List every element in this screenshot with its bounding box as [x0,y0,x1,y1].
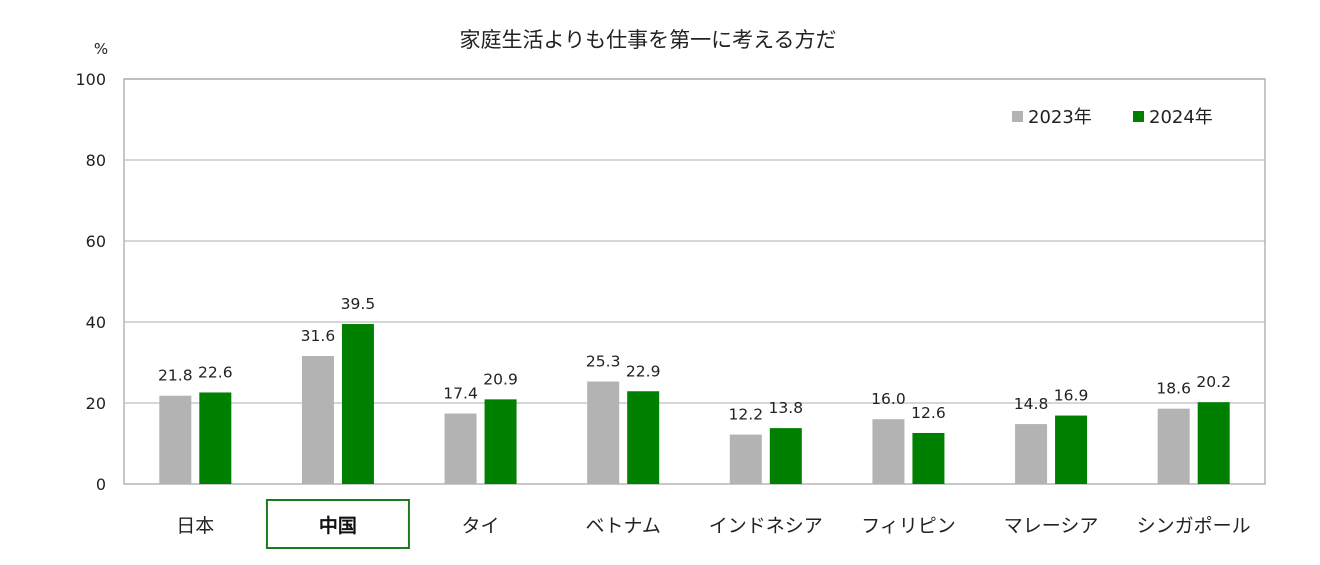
y-axis-ticks: 0 20 40 60 80 100 [75,70,106,494]
bar-2023-1 [301,356,334,484]
data-label: 14.8 [1014,395,1049,413]
data-label: 18.6 [1156,380,1191,398]
y-tick-label: 0 [96,475,106,494]
bar-2023-2 [444,413,477,484]
data-label: 31.6 [301,327,336,345]
data-label: 25.3 [586,353,621,371]
data-label: 21.8 [158,367,193,385]
data-label: 39.5 [341,295,376,313]
bars [159,324,1230,484]
bar-2024-4 [769,428,802,484]
data-label: 16.9 [1054,387,1089,405]
y-tick-label: 20 [86,394,106,413]
bar-2024-1 [341,324,374,484]
legend: 2023年 2024年 [1012,107,1213,128]
category-label: フィリピン [861,515,956,537]
category-label: 日本 [176,515,214,537]
data-label: 20.2 [1196,373,1231,391]
bar-2024-7 [1197,402,1230,484]
legend-label: 2024年 [1149,107,1213,128]
data-label: 20.9 [483,370,518,388]
data-label: 12.6 [911,404,946,422]
gridlines [123,78,1266,485]
plot-frame [123,78,1266,485]
category-label: 中国 [319,514,357,537]
bar-2023-5 [872,419,905,484]
data-label: 22.9 [626,362,661,380]
category-label: インドネシア [709,515,823,537]
x-axis-categories: 日本 中国 タイ ベトナム インドネシア フィリピン マレーシア シンガポール [176,499,1251,549]
data-label: 22.6 [198,363,233,381]
bar-2024-5 [912,432,945,484]
y-tick-label: 100 [75,70,106,89]
chart-title: 家庭生活よりも仕事を第一に考える方だ [460,28,837,52]
bar-2024-3 [627,391,660,484]
legend-swatch [1012,111,1023,122]
data-labels: 21.8 31.6 17.4 25.3 12.2 16.0 14.8 18.6 22.6 39.5… [158,295,1231,424]
bar-2023-0 [159,395,192,484]
bar-2024-0 [199,392,232,484]
data-label: 13.8 [769,399,804,417]
legend-label: 2023年 [1028,107,1092,128]
y-tick-label: 60 [86,232,106,251]
data-label: 17.4 [443,385,478,403]
bar-2023-7 [1157,408,1190,484]
category-label: タイ [462,515,500,537]
bar-2024-6 [1055,415,1088,484]
category-label: シンガポール [1137,515,1251,537]
legend-swatch [1133,111,1144,122]
y-axis-unit: % [94,40,108,58]
bar-2023-3 [587,381,620,484]
y-tick-label: 40 [86,313,106,332]
category-label: マレーシア [1004,515,1099,537]
bar-2023-4 [729,434,762,484]
highlight-box [265,499,410,549]
data-label: 12.2 [729,406,764,424]
category-label: ベトナム [585,515,660,537]
data-label: 16.0 [871,390,906,408]
bar-2024-2 [484,399,517,484]
y-tick-label: 80 [86,151,106,170]
bar-2023-6 [1015,424,1048,484]
